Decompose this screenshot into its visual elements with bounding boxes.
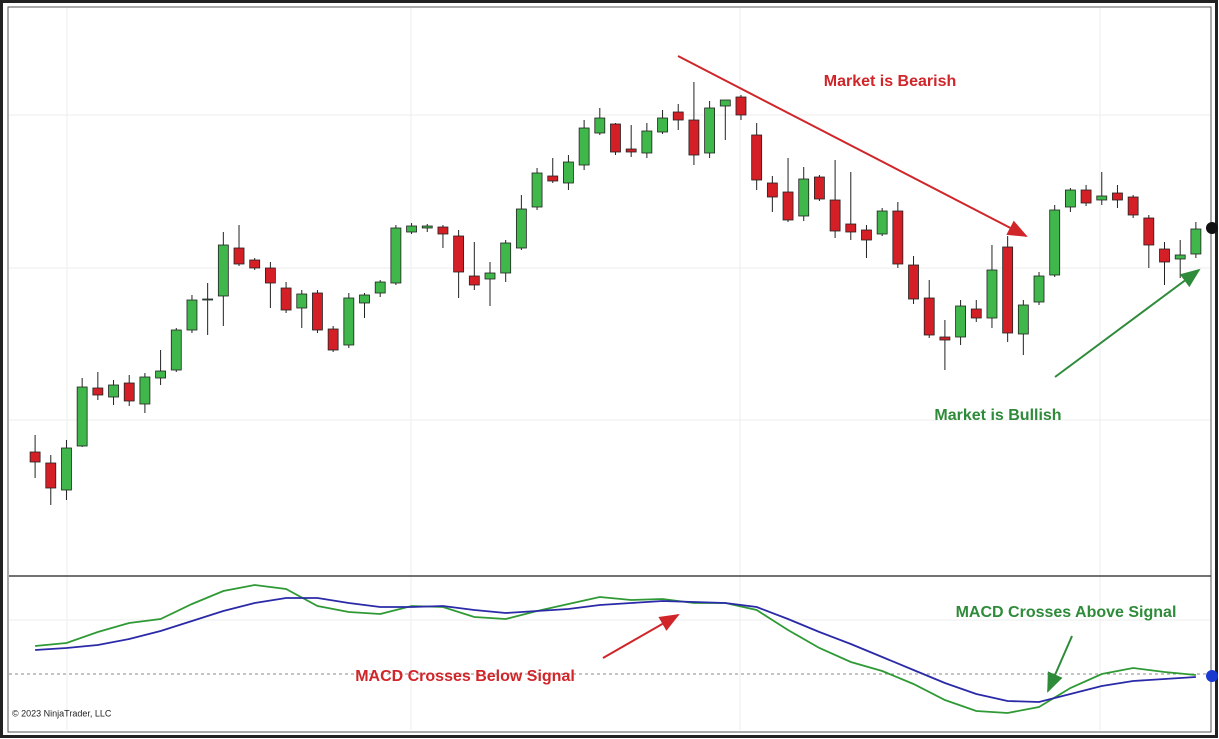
candle-body [92, 387, 104, 396]
candle-body [1174, 254, 1186, 260]
candle-body [1127, 196, 1139, 216]
candle-body [1143, 217, 1155, 246]
series-line [35, 597, 1196, 703]
candle-body [1190, 228, 1202, 255]
candle-body [829, 199, 841, 232]
candle-body [735, 96, 747, 116]
candle-body [814, 176, 825, 200]
candle-body [312, 292, 323, 331]
candle-body [468, 275, 480, 286]
candle-body [704, 107, 716, 154]
candle-body [1159, 248, 1170, 263]
candle-body [1033, 275, 1045, 303]
macd-marker [1206, 670, 1218, 682]
grid [9, 8, 1210, 730]
candle-body [1049, 209, 1061, 276]
candle-body [1064, 189, 1076, 208]
candle-body [641, 130, 653, 154]
candle-body [563, 161, 574, 184]
candle-body [327, 328, 339, 351]
candle-body [515, 208, 527, 249]
candle-body [186, 299, 198, 331]
candle-body [453, 235, 465, 273]
candle-body [1112, 192, 1123, 201]
candle-body [374, 281, 386, 294]
candle-body [876, 210, 888, 235]
cross-below-arrow [602, 614, 680, 659]
cross-above-arrow [1047, 635, 1073, 693]
candle-body [29, 451, 41, 463]
candle-body [76, 386, 88, 447]
candle-body [594, 117, 606, 134]
candle-body [264, 267, 276, 284]
candle-body [892, 210, 904, 265]
candle-body [217, 244, 229, 297]
candle-body [751, 134, 763, 181]
candle-body [202, 298, 214, 301]
bear-arrow [677, 55, 1028, 237]
candle-body [1080, 189, 1092, 204]
candle-body [170, 329, 182, 371]
candle-body [437, 226, 449, 235]
candle-body [955, 305, 966, 338]
candle-body [719, 99, 731, 107]
candle-body [1017, 304, 1029, 335]
candle-body [61, 447, 72, 491]
candle-body [657, 117, 668, 133]
candle-body [390, 227, 402, 284]
annotation: MACD Crosses Above Signal [956, 604, 1177, 621]
price-marker [1206, 222, 1218, 234]
annotation: MACD Crosses Below Signal [355, 668, 575, 685]
candle-body [123, 382, 135, 402]
candle-body [688, 119, 700, 156]
candle-body [406, 225, 417, 233]
candle-body [249, 259, 261, 269]
candle-body [547, 175, 559, 182]
candle-body [1096, 195, 1108, 201]
copyright: © 2023 NinjaTrader, LLC [12, 708, 112, 718]
candle-body [233, 247, 245, 265]
candle-body [155, 370, 166, 379]
candle-body [1002, 246, 1014, 334]
annotation: Market is Bearish [824, 73, 957, 90]
candle-body [280, 287, 292, 311]
candle-body [766, 182, 778, 198]
candle-body [343, 297, 355, 346]
candle-body [296, 293, 308, 309]
candle-body [578, 127, 590, 166]
candle-body [139, 376, 151, 405]
candle-body [782, 191, 794, 221]
candle-body [939, 336, 951, 341]
candle-body [970, 308, 982, 319]
candle-body [845, 223, 857, 233]
candle-body [421, 225, 433, 229]
annotation: Market is Bullish [934, 407, 1061, 424]
candle-body [45, 462, 57, 489]
candle-body [500, 242, 512, 274]
bull-arrow [1054, 268, 1201, 378]
macd-panel [35, 584, 1196, 714]
candle-body [986, 269, 998, 319]
candle-body [359, 294, 370, 304]
candle-body [610, 123, 621, 153]
candle-body [798, 178, 810, 217]
candles [29, 82, 1202, 505]
candle-body [861, 229, 872, 241]
candle-body [908, 264, 919, 300]
candle-body [108, 384, 119, 398]
candle-body [672, 111, 684, 121]
series-line [35, 584, 1196, 714]
candle-body [625, 148, 637, 153]
inner-frame [7, 6, 1212, 733]
candle-body [531, 172, 543, 208]
candle-body [923, 297, 935, 336]
candle-body [484, 272, 496, 280]
